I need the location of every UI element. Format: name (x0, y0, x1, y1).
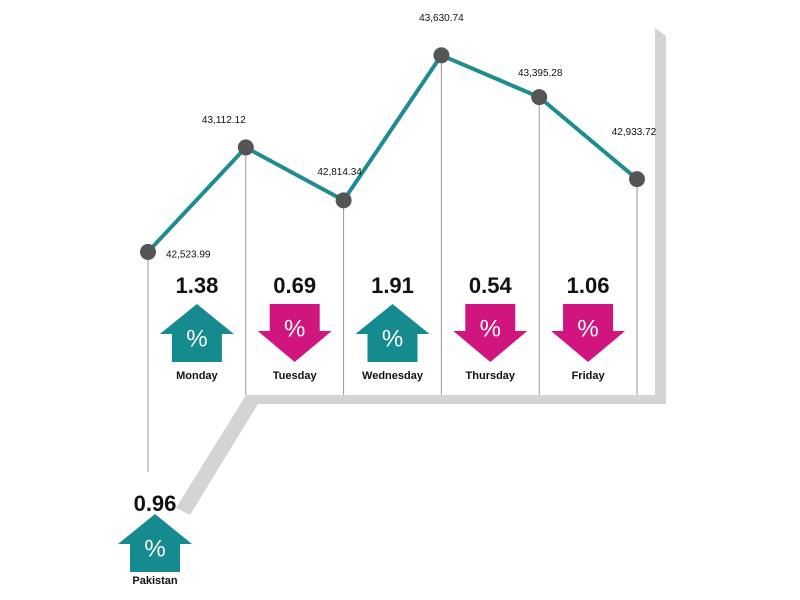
summary-value: 0.96 (134, 491, 177, 516)
value-label: 43,395.28 (518, 68, 563, 79)
arrow-down (551, 304, 626, 362)
summary-label: Pakistan (132, 575, 178, 587)
point (140, 243, 156, 260)
arrow-up (118, 514, 192, 572)
percent-symbol: % (480, 315, 501, 342)
percent-symbol: % (577, 315, 598, 342)
arrow-up (355, 304, 430, 362)
point (433, 47, 450, 64)
point (237, 139, 254, 156)
arrow-down (453, 304, 528, 362)
percent-symbol: % (382, 325, 403, 352)
line (146, 53, 639, 254)
arrow-up (159, 304, 234, 362)
change-value: 1.38 (175, 273, 218, 298)
day-label: Friday (572, 370, 606, 382)
day-label: Tuesday (273, 370, 318, 382)
point (531, 89, 548, 106)
value-label: 43,112.12 (202, 115, 246, 126)
point (335, 192, 352, 209)
change-value: 1.06 (567, 273, 610, 298)
day-label: Monday (176, 370, 218, 382)
change-value: 0.69 (273, 273, 316, 298)
change-value: 0.54 (469, 273, 513, 298)
value-label: 42,523.99 (166, 250, 211, 261)
value-label: 42,814.34 (317, 167, 362, 178)
change-value: 1.91 (371, 273, 414, 298)
day-label: Wednesday (362, 370, 424, 382)
arrow-down (257, 304, 332, 362)
value-label: 43,630.74 (419, 13, 464, 24)
percent-symbol: % (284, 315, 305, 342)
value-label: 42,933.72 (612, 127, 657, 138)
percent-symbol: % (186, 325, 207, 352)
percent-symbol: % (144, 535, 165, 562)
point (629, 171, 645, 188)
day-label: Thursday (466, 370, 516, 382)
